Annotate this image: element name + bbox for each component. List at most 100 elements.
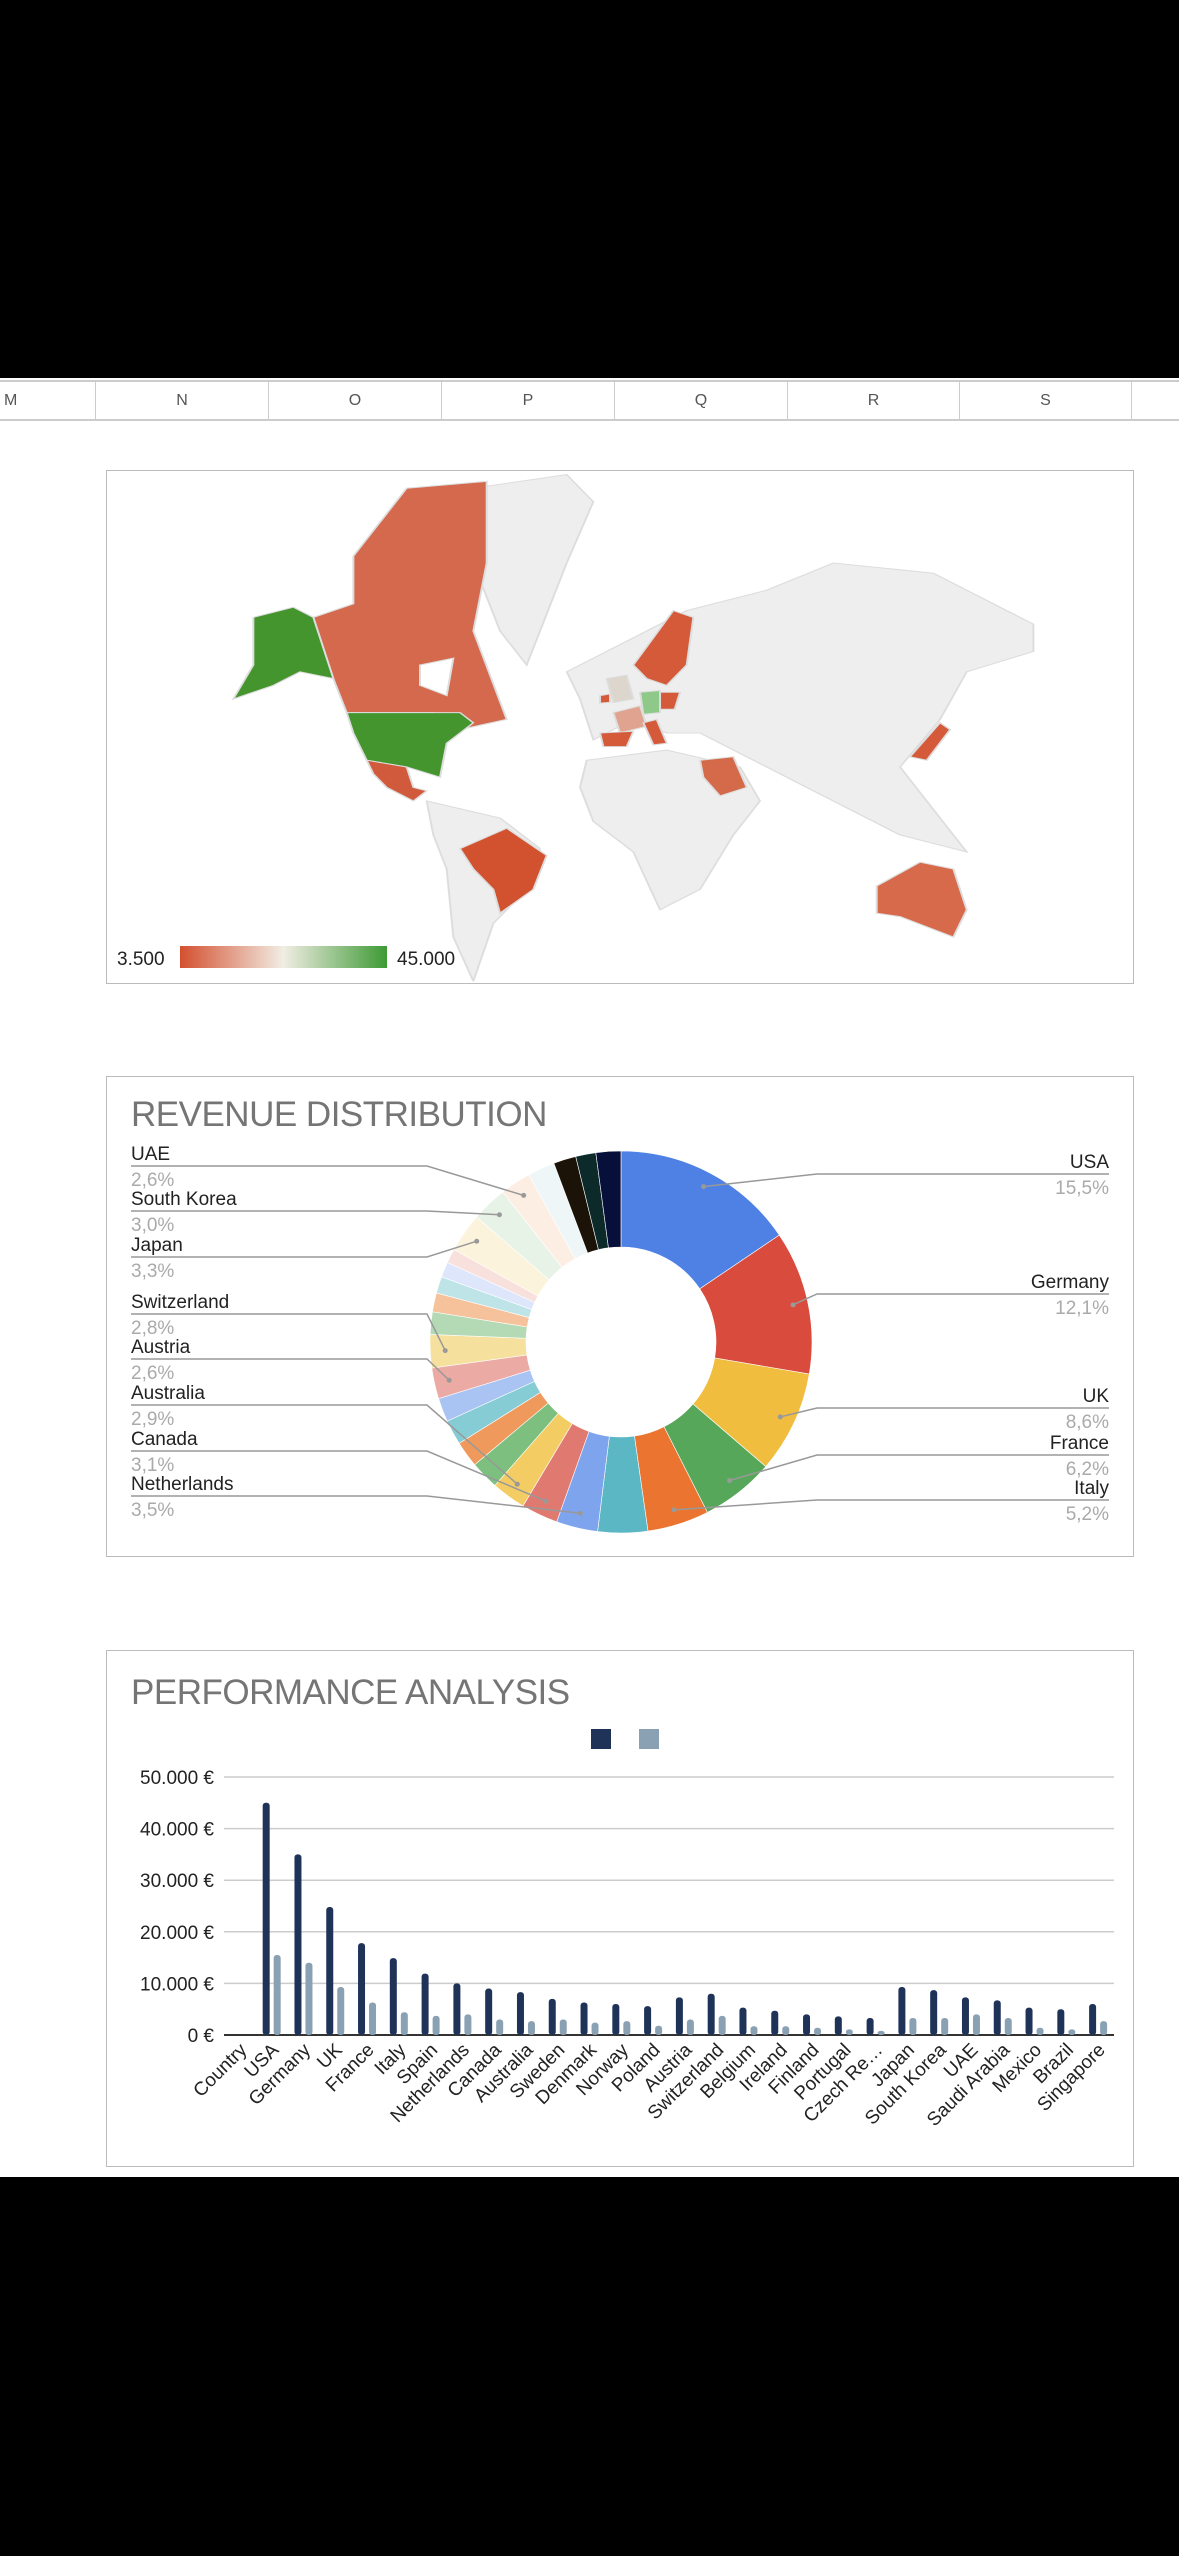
column-header-p[interactable]: P: [442, 382, 615, 419]
bar-usa-series-2: [273, 1955, 281, 2035]
slice-label-percent: 3,5%: [131, 1500, 174, 1521]
bar-singapore-series-1: [1089, 2004, 1097, 2035]
country-alaska[interactable]: [231, 606, 335, 701]
leader-dot: [543, 1498, 549, 1504]
bar-czech-re--series-2: [877, 2030, 885, 2035]
country-saudi-arabia[interactable]: [698, 756, 748, 797]
column-header-r[interactable]: R: [788, 382, 960, 419]
bar-mexico-series-2: [1036, 2027, 1044, 2035]
country-ireland[interactable]: [599, 693, 612, 704]
column-header-o[interactable]: O: [269, 382, 442, 419]
bar-canada-series-1: [485, 1988, 493, 2035]
bar-uae-series-1: [961, 1997, 969, 2035]
country-brazil[interactable]: [458, 827, 548, 915]
bar-ireland-series-1: [771, 2010, 779, 2035]
country-usa[interactable]: [345, 712, 475, 779]
leader-dot: [521, 1192, 527, 1198]
leader-dot: [671, 1507, 677, 1513]
slice-label-name: Italy: [1074, 1478, 1109, 1499]
bar-denmark-series-2: [591, 2022, 599, 2035]
bar-canada-series-2: [496, 2019, 504, 2035]
slice-label-name: UK: [1083, 1386, 1110, 1407]
column-header-t[interactable]: [1132, 382, 1179, 419]
column-header-row: M N O P Q R S: [0, 380, 1179, 421]
bar-italy-series-1: [389, 1958, 397, 2035]
slice-label-percent: 2,9%: [131, 1409, 174, 1430]
bar-uk-series-1: [326, 1907, 334, 2035]
country-poland[interactable]: [659, 691, 682, 710]
bar-austria-series-1: [675, 1997, 683, 2035]
country-mexico[interactable]: [365, 759, 429, 802]
leader-line: [131, 1165, 524, 1197]
country-scandinavia[interactable]: [632, 609, 695, 687]
slice-label-name: Switzerland: [131, 1292, 229, 1313]
bar-portugal-series-1: [834, 2016, 842, 2035]
country-italy[interactable]: [642, 718, 668, 746]
bar-netherlands-series-2: [464, 2014, 472, 2035]
performance-analysis-chart[interactable]: PERFORMANCE ANALYSIS 0 € 10.000 € 20.000 €…: [106, 1650, 1134, 2167]
slice-label-percent: 2,8%: [131, 1318, 174, 1339]
bar-sweden-series-1: [548, 1998, 556, 2035]
column-header-q[interactable]: Q: [615, 382, 788, 419]
leader-line: [131, 1404, 518, 1485]
country-spain[interactable]: [598, 730, 635, 748]
bar-spain-series-1: [421, 1973, 429, 2035]
y-tick-label: 0 €: [188, 2026, 215, 2047]
bar-czech-re--series-1: [866, 2017, 874, 2035]
country-germany[interactable]: [638, 689, 662, 715]
donut-slice-usa: [620, 1150, 780, 1290]
x-tick-label: Country: [190, 2039, 252, 2101]
leader-line: [673, 1499, 1109, 1511]
slice-label-percent: 2,6%: [131, 1363, 174, 1384]
bar-italy-series-2: [400, 2012, 408, 2035]
bar-france-series-2: [369, 2002, 377, 2035]
bar-saudi-arabia-series-1: [993, 2000, 1001, 2035]
revenue-distribution-chart[interactable]: REVENUE DISTRIBUTION UAE 2,6% South Korea 3…: [106, 1076, 1134, 1557]
slice-label-name: South Korea: [131, 1189, 237, 1210]
country-greenland[interactable]: [472, 473, 595, 667]
bar-germany-series-2: [305, 1962, 313, 2035]
country-canada[interactable]: [312, 480, 508, 731]
country-hudson-bay[interactable]: [419, 657, 455, 697]
bar-france-series-1: [358, 1943, 366, 2035]
slice-label-name: France: [1050, 1433, 1109, 1454]
slice-label-name: Australia: [131, 1383, 205, 1404]
slice-label-percent: 3,0%: [131, 1215, 174, 1236]
leader-line: [729, 1454, 1109, 1482]
leader-line: [131, 1210, 500, 1216]
bar-uk-series-2: [337, 1987, 345, 2035]
column-header-m[interactable]: M: [0, 382, 96, 419]
bar-netherlands-series-1: [453, 1983, 461, 2035]
column-header-s[interactable]: S: [960, 382, 1132, 419]
country-uk[interactable]: [605, 674, 635, 704]
bar-poland-series-2: [655, 2025, 663, 2035]
slice-label-percent: 3,3%: [131, 1261, 174, 1282]
slice-label-percent: 5,2%: [1066, 1504, 1109, 1525]
bar-germany-series-1: [294, 1854, 302, 2035]
slice-label-name: Japan: [131, 1235, 183, 1256]
country-australia[interactable]: [875, 861, 968, 938]
leader-line: [131, 1450, 547, 1502]
bar-norway-series-1: [612, 2004, 620, 2035]
slice-label-name: Canada: [131, 1429, 198, 1450]
slice-label-percent: 6,2%: [1066, 1459, 1109, 1480]
slice-label-percent: 8,6%: [1066, 1412, 1109, 1433]
slice-label-name: Germany: [1031, 1272, 1110, 1293]
bar-australia-series-1: [516, 1992, 524, 2035]
country-japan[interactable]: [908, 721, 952, 761]
bar-norway-series-2: [623, 2021, 631, 2035]
leader-line: [131, 1495, 581, 1514]
bar-south-korea-series-2: [941, 2017, 949, 2035]
column-header-n[interactable]: N: [96, 382, 269, 419]
leader-line: [131, 1313, 446, 1351]
slice-label-percent: 12,1%: [1055, 1298, 1109, 1319]
world-map: 3.500 45.000: [117, 473, 1035, 982]
bar-brazil-series-1: [1057, 2009, 1065, 2035]
y-tick-label: 50.000 €: [140, 1768, 214, 1789]
legend-swatch-series-1: [591, 1729, 611, 1749]
bar-spain-series-2: [432, 2015, 440, 2035]
slice-label-percent: 15,5%: [1055, 1178, 1109, 1199]
geo-map-chart[interactable]: 3.500 45.000: [106, 470, 1134, 984]
leader-line: [131, 1358, 450, 1381]
